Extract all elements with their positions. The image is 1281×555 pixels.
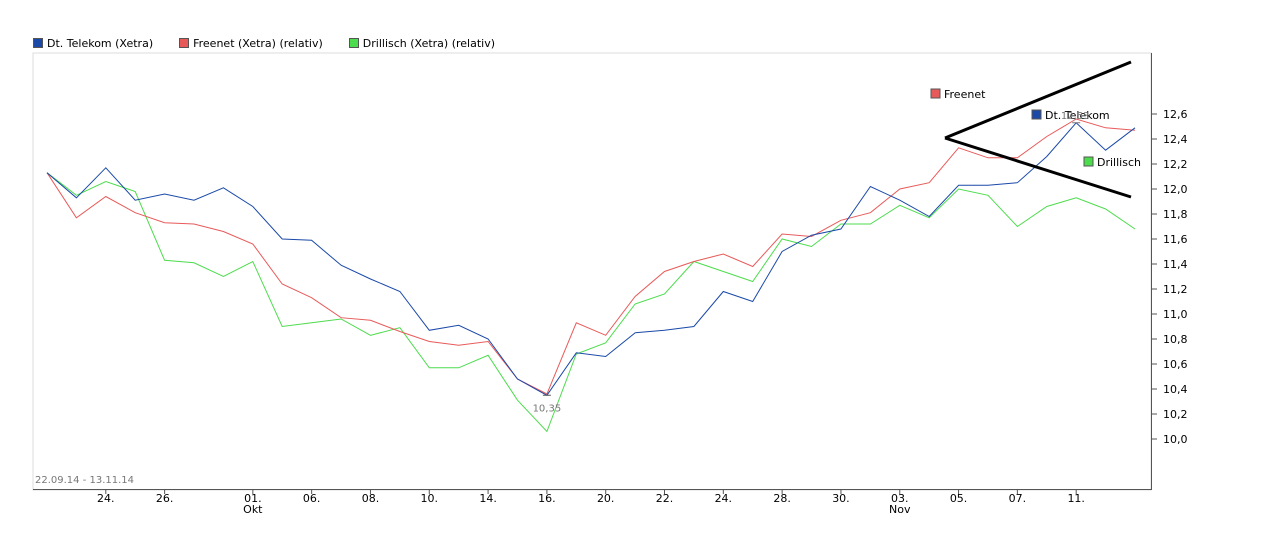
legend-swatch-telekom bbox=[33, 38, 43, 48]
annotations: 22.09.14 - 13.11.14 12,53 10,35 bbox=[35, 111, 1090, 486]
legend-swatch-drillisch bbox=[348, 38, 359, 48]
x-tick-label: 11. bbox=[1067, 492, 1085, 505]
x-tick-label: 30. bbox=[832, 492, 850, 505]
end-label: Freenet bbox=[944, 88, 986, 101]
max-value-label: 12,53 bbox=[1061, 111, 1090, 122]
series-line-1 bbox=[46, 118, 1136, 395]
x-tick-label: 16. bbox=[538, 492, 556, 505]
x-tick-label: 03. bbox=[891, 492, 909, 505]
y-tick-label: 10,6 bbox=[1163, 358, 1188, 371]
series-layer: Dt. Telekom Freenet Drillisch bbox=[46, 88, 1141, 433]
legend-swatch-freenet bbox=[179, 38, 190, 48]
y-tick-label: 11,4 bbox=[1163, 258, 1188, 271]
y-tick-label: 11,2 bbox=[1163, 283, 1188, 296]
end-label: Dt. Telekom bbox=[1045, 109, 1110, 122]
x-tick-label: 26. bbox=[156, 492, 174, 505]
x-tick-label: 22. bbox=[656, 492, 674, 505]
x-axis: 24. 26. 01. 06. 08. 10. 14. 16. 20. 22. 24. 28. 30. 0… bbox=[97, 489, 1085, 516]
y-tick-label: 10,8 bbox=[1163, 333, 1188, 346]
end-label-swatch bbox=[930, 88, 941, 99]
x-tick-label: 20. bbox=[597, 492, 615, 505]
x-tick-label: 24. bbox=[97, 492, 115, 505]
x-tick-label: 01. bbox=[244, 492, 262, 505]
x-tick-label: 05. bbox=[950, 492, 968, 505]
legend-label-drillisch: Drillisch (Xetra) (relativ) bbox=[362, 36, 496, 50]
x-tick-label: 06. bbox=[303, 492, 321, 505]
x-tick-label: 28. bbox=[773, 492, 791, 505]
chart-legend: Dt. Telekom (Xetra) Freenet (Xetra) (rel… bbox=[33, 36, 521, 50]
y-tick-label: 12,6 bbox=[1163, 108, 1188, 121]
end-label-swatch bbox=[1083, 156, 1094, 167]
y-axis: 10,0 10,2 10,4 10,6 10,8 11,0 11,2 11,4 11,6 11,8… bbox=[1151, 108, 1188, 446]
legend-label-telekom: Dt. Telekom (Xetra) bbox=[47, 36, 154, 50]
date-range-label: 22.09.14 - 13.11.14 bbox=[35, 475, 134, 486]
trend-line-upper bbox=[944, 60, 1132, 140]
y-tick-label: 12,2 bbox=[1163, 158, 1188, 171]
y-tick-label: 12,0 bbox=[1163, 183, 1188, 196]
x-tick-label: 14. bbox=[479, 492, 497, 505]
month-label: Nov bbox=[889, 503, 911, 516]
y-tick-label: 11,8 bbox=[1163, 208, 1188, 221]
trend-line-lower bbox=[944, 136, 1132, 199]
series-line-0 bbox=[46, 122, 1136, 396]
end-label-swatch bbox=[1031, 109, 1042, 120]
y-tick-label: 11,0 bbox=[1163, 308, 1188, 321]
x-tick-label: 10. bbox=[421, 492, 439, 505]
trend-lines bbox=[944, 60, 1132, 199]
end-label: Drillisch bbox=[1097, 156, 1141, 169]
x-tick-label: 08. bbox=[362, 492, 380, 505]
x-tick-label: 07. bbox=[1009, 492, 1027, 505]
min-value-label: 10,35 bbox=[533, 403, 562, 414]
legend-label-freenet: Freenet (Xetra) (relativ) bbox=[193, 36, 323, 50]
y-tick-label: 11,6 bbox=[1163, 233, 1188, 246]
month-label: Okt bbox=[243, 503, 263, 516]
legend-item-drillisch: Drillisch (Xetra) (relativ) bbox=[348, 36, 496, 50]
legend-item-freenet: Freenet (Xetra) (relativ) bbox=[179, 37, 323, 50]
x-tick-label: 24. bbox=[715, 492, 733, 505]
legend-item-telekom: Dt. Telekom (Xetra) bbox=[33, 37, 153, 50]
y-tick-label: 12,4 bbox=[1163, 133, 1188, 146]
y-tick-label: 10,0 bbox=[1163, 433, 1188, 446]
y-tick-label: 10,2 bbox=[1163, 408, 1188, 421]
y-tick-label: 10,4 bbox=[1163, 383, 1188, 396]
series-line-2 bbox=[46, 172, 1136, 433]
plot-frame bbox=[32, 52, 1152, 491]
